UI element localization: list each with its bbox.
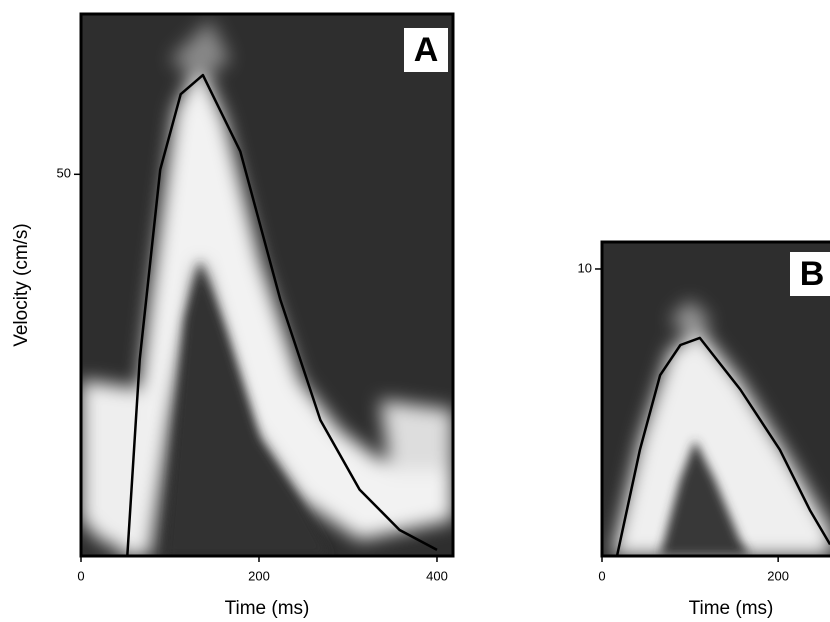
spectrum-a [81, 14, 453, 556]
x-axis-label: Time (ms) [689, 598, 774, 619]
panel-label: B [800, 255, 825, 293]
panel-label: A [414, 31, 439, 69]
x-tick-label: 200 [248, 568, 270, 583]
panel-label-box [404, 28, 448, 72]
y-tick-label: 50 [57, 166, 71, 181]
velocity-envelope [126, 73, 438, 556]
y-tick-label: 10 [578, 260, 592, 275]
panel-label-box [790, 252, 830, 296]
velocity-envelope [615, 336, 830, 556]
plot-frame [600, 240, 830, 558]
x-tick-label: 0 [598, 568, 605, 583]
plot-frame [79, 12, 455, 558]
x-axis-label: Time (ms) [225, 598, 310, 619]
x-tick-label: 200 [767, 568, 789, 583]
x-tick-label: 400 [426, 568, 448, 583]
x-tick-label: 0 [77, 568, 84, 583]
y-axis-label: Velocity (cm/s) [11, 223, 32, 347]
